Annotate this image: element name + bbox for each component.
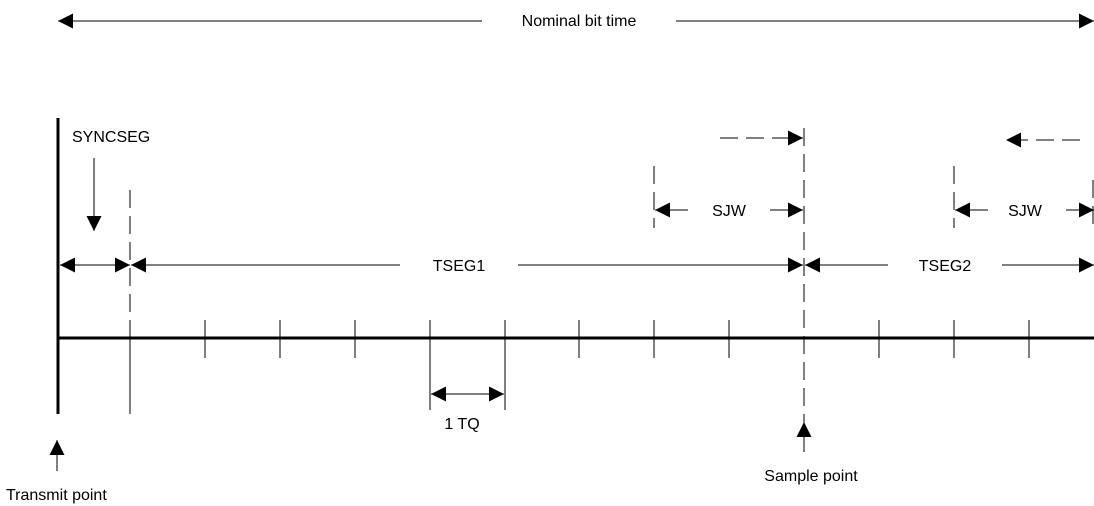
sample-point-label: Sample point (764, 468, 858, 485)
nominal-bit-time-label: Nominal bit time (522, 13, 637, 30)
syncseg-label: SYNCSEG (72, 129, 150, 146)
nominal-bit-time-dimension: Nominal bit time (58, 13, 1094, 30)
tseg1-label: TSEG1 (433, 258, 486, 275)
sjw-left-label: SJW (712, 203, 747, 220)
one-tq-label: 1 TQ (444, 416, 479, 433)
sjw-right-label: SJW (1008, 203, 1043, 220)
time-quanta-ticks (204, 320, 1030, 410)
transmit-point-label: Transmit point (6, 487, 107, 504)
tseg2-label: TSEG2 (919, 258, 972, 275)
